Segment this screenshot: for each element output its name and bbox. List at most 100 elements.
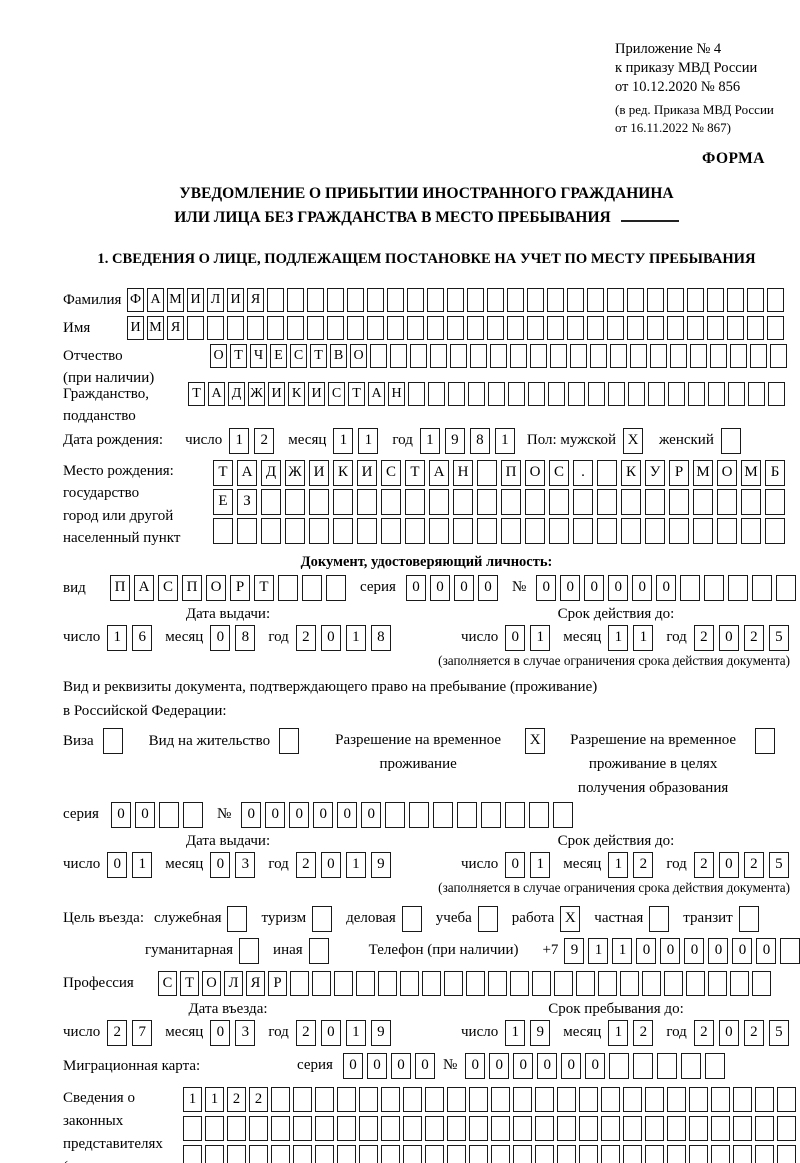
form-cell[interactable]	[337, 1115, 356, 1141]
form-cell[interactable]: С	[381, 459, 401, 486]
form-cell[interactable]	[657, 1052, 678, 1079]
purpose-transit-checkbox[interactable]	[738, 905, 759, 932]
form-cell[interactable]: 1	[345, 1019, 366, 1046]
form-cell[interactable]: 0	[718, 1019, 739, 1046]
form-cell[interactable]	[750, 343, 767, 368]
form-cell[interactable]	[271, 1144, 290, 1163]
form-cell[interactable]: 7	[132, 1019, 153, 1046]
form-cell[interactable]	[668, 381, 685, 406]
form-cell[interactable]	[752, 574, 773, 601]
form-cell[interactable]	[527, 287, 544, 312]
form-cell[interactable]: 9	[530, 1019, 551, 1046]
form-cell[interactable]	[505, 801, 526, 828]
form-cell[interactable]	[510, 970, 529, 996]
purpose-other-checkbox[interactable]	[308, 937, 329, 964]
form-cell[interactable]	[433, 801, 454, 828]
form-cell[interactable]: 1	[588, 937, 609, 964]
form-cell[interactable]: С	[328, 381, 345, 406]
form-cell[interactable]	[427, 315, 444, 340]
form-cell[interactable]: .	[573, 459, 593, 486]
form-cell[interactable]	[711, 1086, 730, 1112]
form-cell[interactable]	[588, 381, 605, 406]
form-cell[interactable]	[400, 970, 419, 996]
form-cell[interactable]	[501, 517, 521, 544]
form-cell[interactable]	[669, 488, 689, 515]
form-cell[interactable]	[627, 287, 644, 312]
form-cell[interactable]	[728, 574, 749, 601]
form-cell[interactable]	[530, 343, 547, 368]
form-cell[interactable]	[430, 343, 447, 368]
sex-female-checkbox[interactable]	[720, 427, 741, 454]
form-cell[interactable]	[508, 381, 525, 406]
form-cell[interactable]	[390, 343, 407, 368]
form-cell[interactable]: 0	[718, 851, 739, 878]
form-cell[interactable]: 9	[370, 851, 391, 878]
form-cell[interactable]: 1	[205, 1086, 224, 1112]
form-cell[interactable]	[490, 343, 507, 368]
form-cell[interactable]: 0	[584, 574, 605, 601]
form-cell[interactable]	[621, 517, 641, 544]
form-cell[interactable]: Ж	[285, 459, 305, 486]
form-cell[interactable]: 0	[405, 574, 426, 601]
form-cell[interactable]	[597, 459, 617, 486]
form-cell[interactable]: 1	[612, 937, 633, 964]
form-cell[interactable]	[481, 801, 502, 828]
form-cell[interactable]: К	[288, 381, 305, 406]
form-cell[interactable]	[598, 970, 617, 996]
form-cell[interactable]	[738, 905, 759, 932]
form-cell[interactable]: Ф	[127, 287, 144, 312]
form-cell[interactable]	[527, 315, 544, 340]
form-cell[interactable]	[528, 381, 545, 406]
form-cell[interactable]	[309, 488, 329, 515]
form-cell[interactable]: М	[741, 459, 761, 486]
form-cell[interactable]: 9	[370, 1019, 391, 1046]
form-cell[interactable]	[409, 801, 430, 828]
form-cell[interactable]: 0	[708, 937, 729, 964]
form-cell[interactable]	[623, 1144, 642, 1163]
form-cell[interactable]	[359, 1086, 378, 1112]
form-cell[interactable]: 5	[768, 624, 789, 651]
form-cell[interactable]	[689, 1144, 708, 1163]
form-cell[interactable]: 0	[390, 1052, 411, 1079]
form-cell[interactable]: П	[182, 574, 202, 601]
form-cell[interactable]	[357, 488, 377, 515]
form-cell[interactable]: И	[227, 287, 244, 312]
form-cell[interactable]: Т	[230, 343, 247, 368]
form-cell[interactable]	[183, 1144, 202, 1163]
form-cell[interactable]: 2	[693, 624, 714, 651]
form-cell[interactable]	[302, 574, 322, 601]
form-cell[interactable]	[621, 488, 641, 515]
temp-residence-checkbox[interactable]: X	[525, 727, 546, 776]
form-cell[interactable]: 0	[718, 624, 739, 651]
form-cell[interactable]: Д	[261, 459, 281, 486]
form-cell[interactable]	[444, 970, 463, 996]
form-cell[interactable]	[487, 287, 504, 312]
form-cell[interactable]: 1	[608, 624, 629, 651]
form-cell[interactable]	[609, 1052, 630, 1079]
form-cell[interactable]	[307, 315, 324, 340]
form-cell[interactable]	[425, 1144, 444, 1163]
form-cell[interactable]	[717, 517, 737, 544]
form-cell[interactable]: 0	[337, 801, 358, 828]
form-cell[interactable]: Т	[348, 381, 365, 406]
form-cell[interactable]	[579, 1086, 598, 1112]
form-cell[interactable]	[183, 1115, 202, 1141]
form-cell[interactable]: П	[501, 459, 521, 486]
form-cell[interactable]	[687, 315, 704, 340]
form-cell[interactable]	[403, 1144, 422, 1163]
form-cell[interactable]	[747, 315, 764, 340]
visa-checkbox[interactable]	[102, 727, 123, 776]
form-cell[interactable]	[689, 1115, 708, 1141]
form-cell[interactable]	[347, 287, 364, 312]
sex-male-checkbox[interactable]: X	[623, 427, 644, 454]
form-cell[interactable]	[535, 1086, 554, 1112]
form-cell[interactable]: О	[210, 343, 227, 368]
